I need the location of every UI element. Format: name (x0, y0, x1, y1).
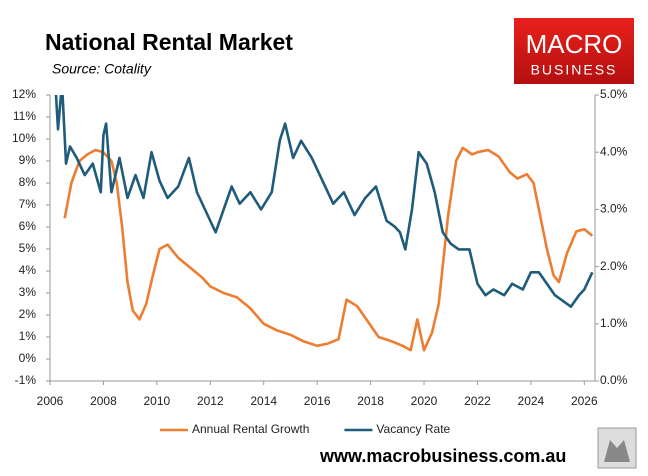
x-tick-label: 2006 (37, 394, 64, 408)
x-tick-label: 2026 (571, 394, 598, 408)
y-tick-label: 7% (19, 197, 37, 211)
x-tick-label: 2014 (250, 394, 277, 408)
y-tick-label: 8% (19, 175, 37, 189)
y2-tick-label: 5.0% (600, 87, 628, 101)
series-line (63, 146, 594, 352)
y-tick-label: 12% (12, 87, 36, 101)
y2-tick-label: 4.0% (600, 144, 628, 158)
y-tick-label: 2% (19, 307, 37, 321)
chart-title: National Rental Market (45, 29, 293, 55)
y-tick-label: 3% (19, 285, 37, 299)
x-tick-label: 2018 (357, 394, 384, 408)
series-line (54, 95, 594, 308)
y-tick-label: 11% (13, 109, 36, 123)
wolf-icon (604, 440, 630, 462)
legend-label: Vacancy Rate (376, 422, 450, 436)
y-tick-label: 5% (19, 241, 37, 255)
y2-tick-label: 1.0% (600, 316, 628, 330)
logo-box (514, 18, 634, 84)
x-tick-label: 2020 (411, 394, 438, 408)
logo-text: BUSINESS (531, 62, 618, 78)
y-tick-label: -1% (15, 373, 37, 387)
x-tick-label: 2008 (90, 394, 117, 408)
logo-text: MACRO (526, 29, 623, 59)
y2-tick-label: 0.0% (600, 373, 628, 387)
y-tick-label: 4% (19, 263, 37, 277)
plot-area (54, 95, 594, 352)
x-tick-label: 2024 (518, 394, 545, 408)
y-tick-label: 9% (19, 153, 37, 167)
x-tick-label: 2010 (144, 394, 171, 408)
y-tick-label: 10% (12, 131, 36, 145)
y-tick-label: 0% (19, 351, 37, 365)
x-tick-label: 2016 (304, 394, 331, 408)
y2-tick-label: 2.0% (600, 259, 628, 273)
y-tick-label: 1% (19, 329, 37, 343)
x-tick-label: 2022 (464, 394, 491, 408)
x-tick-label: 2012 (197, 394, 224, 408)
y-tick-label: 6% (19, 219, 37, 233)
legend-label: Annual Rental Growth (192, 422, 309, 436)
y2-tick-label: 3.0% (600, 202, 628, 216)
website: www.macrobusiness.com.au (319, 446, 566, 466)
chart-subtitle: Source: Cotality (52, 61, 152, 77)
